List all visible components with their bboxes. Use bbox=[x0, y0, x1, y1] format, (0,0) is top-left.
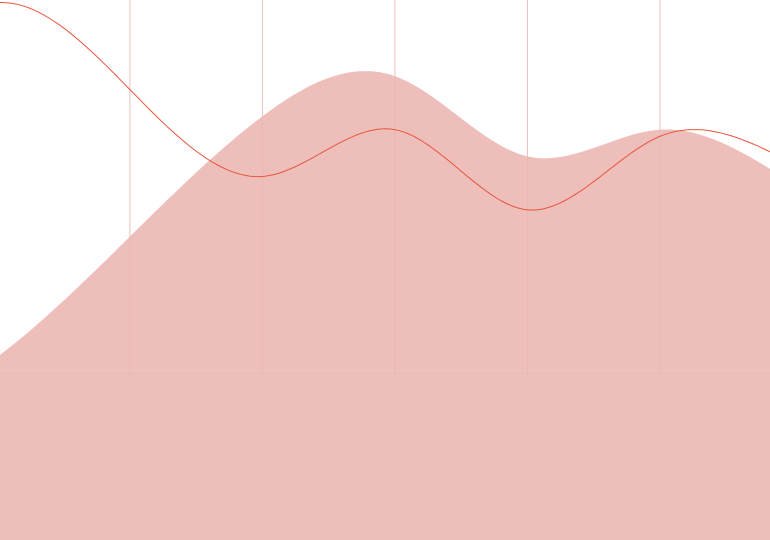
line-series bbox=[0, 2, 770, 211]
line-series-path bbox=[0, 2, 770, 211]
area-fill bbox=[0, 71, 770, 540]
